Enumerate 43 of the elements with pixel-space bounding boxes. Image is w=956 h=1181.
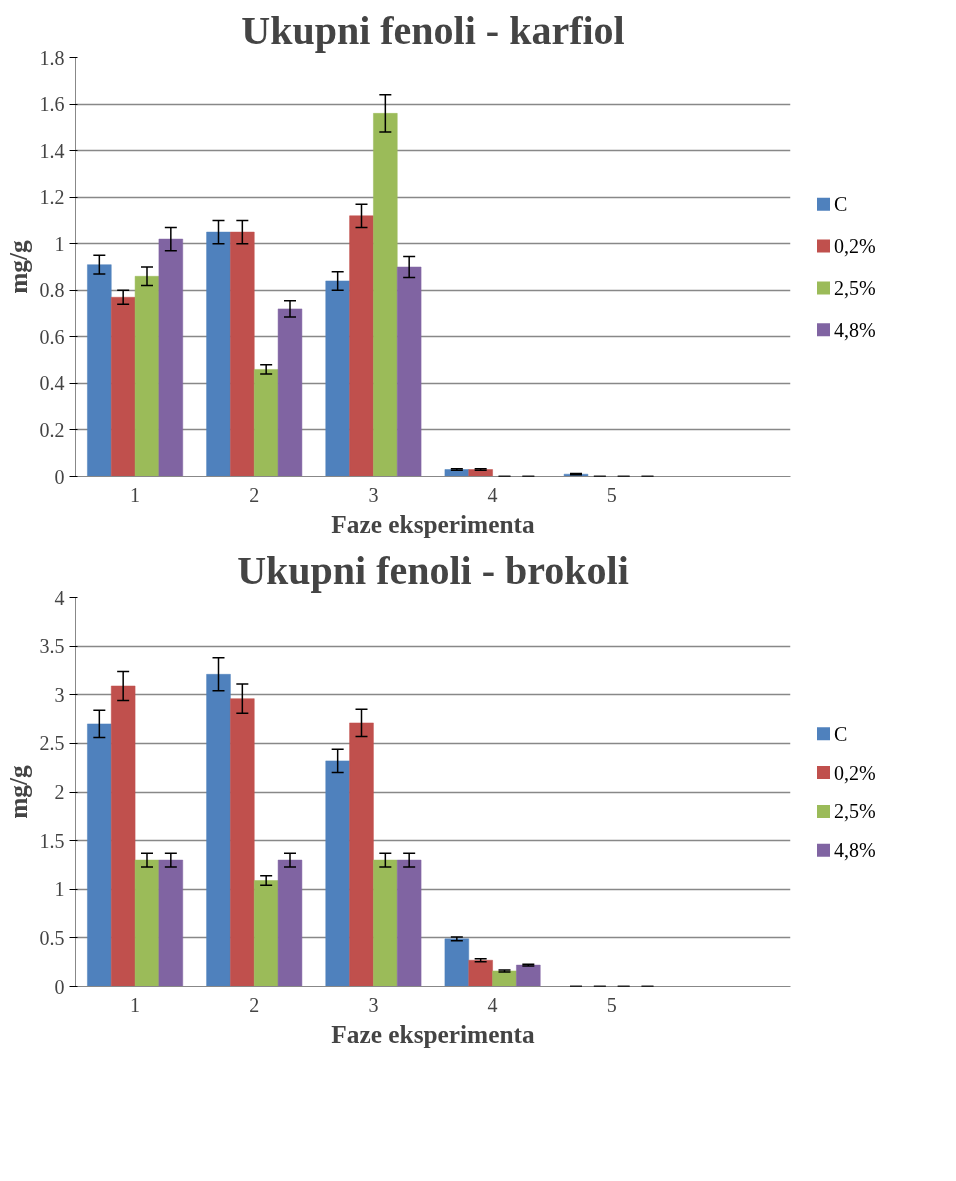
y-tick-label: 0 — [54, 465, 65, 488]
y-tick-label: 0.4 — [39, 372, 65, 395]
y-tick-label: 1.6 — [39, 93, 65, 116]
y-tick-label: 0.6 — [39, 325, 65, 348]
x-tick-label: 4 — [487, 483, 498, 506]
chart-title: Ukupni fenoli - karfiol — [241, 7, 625, 53]
x-tick-label: 3 — [368, 993, 379, 1016]
y-axis-title: mg/g — [3, 764, 32, 819]
legend-label: C — [833, 193, 848, 216]
x-tick-label: 2 — [249, 993, 260, 1016]
x-tick-label: 1 — [130, 993, 141, 1016]
x-tick-label: 2 — [249, 483, 260, 506]
x-tick-label: 5 — [606, 993, 617, 1016]
legend-label: 0,2% — [833, 235, 876, 258]
x-tick-label: 1 — [130, 483, 141, 506]
chart-title: Ukupni fenoli - brokoli — [237, 547, 629, 593]
y-tick-label: 0 — [54, 975, 65, 998]
legend-label: 2,5% — [833, 276, 876, 299]
x-tick-label: 3 — [368, 483, 379, 506]
y-tick-label: 1.4 — [39, 139, 65, 162]
x-tick-label: 5 — [606, 483, 617, 506]
y-tick-label: 1.5 — [39, 829, 65, 852]
legend-label: 0,2% — [833, 761, 876, 784]
y-tick-label: 3.5 — [39, 635, 65, 658]
y-tick-label: 2.5 — [39, 732, 65, 755]
y-tick-label: 0.8 — [39, 279, 65, 302]
y-tick-label: 4 — [54, 586, 65, 609]
x-axis-title: Faze eksperimenta — [331, 1019, 535, 1048]
x-axis-title: Faze eksperimenta — [331, 509, 535, 538]
y-tick-label: 0.5 — [39, 926, 65, 949]
y-tick-label: 1 — [54, 878, 65, 901]
legend-label: 4,8% — [833, 839, 876, 862]
y-tick-label: 1 — [54, 232, 65, 255]
y-tick-label: 3 — [54, 683, 65, 706]
legend-label: 4,8% — [833, 318, 876, 341]
x-tick-label: 4 — [487, 993, 498, 1016]
y-tick-label: 1.2 — [39, 186, 65, 209]
y-tick-label: 2 — [54, 781, 65, 803]
y-tick-label: 0.2 — [39, 418, 65, 441]
y-axis-title: mg/g — [3, 239, 32, 294]
y-tick-label: 1.8 — [39, 46, 65, 69]
legend-label: 2,5% — [833, 800, 876, 823]
legend-label: C — [833, 722, 848, 745]
